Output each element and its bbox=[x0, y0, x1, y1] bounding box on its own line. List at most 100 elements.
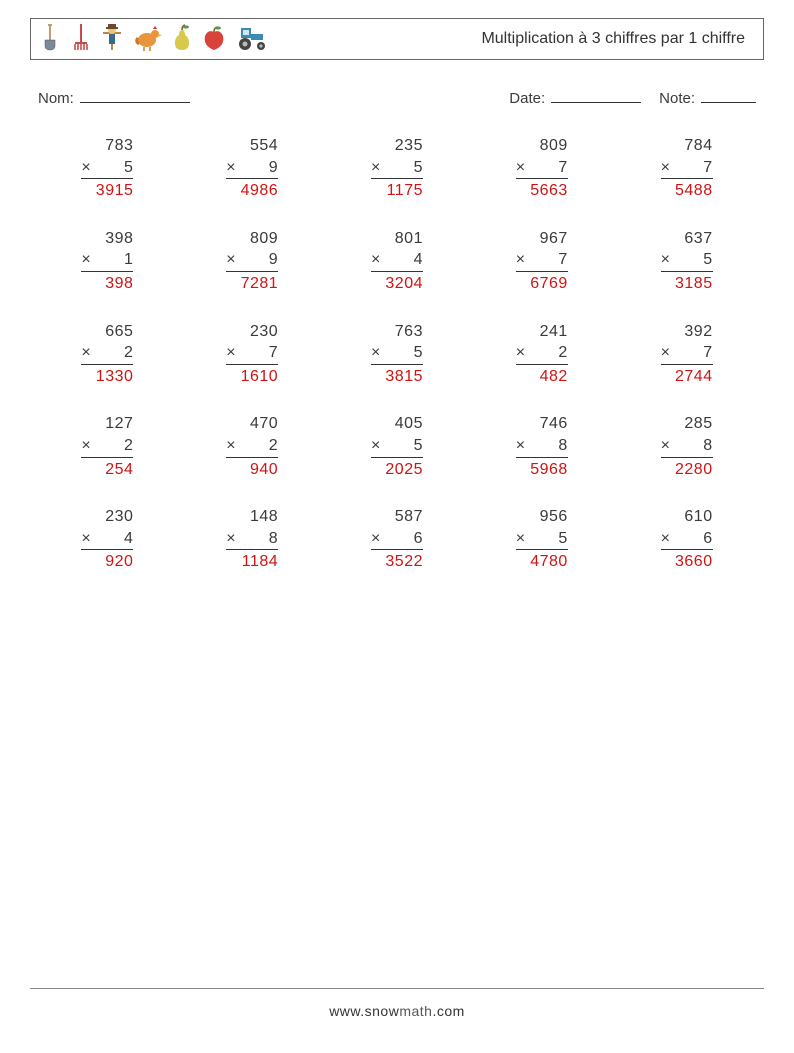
problem: 801×43204 bbox=[330, 228, 465, 295]
multiplier: 6 bbox=[414, 528, 423, 550]
times-sign: × bbox=[371, 342, 380, 364]
multiplicand: 148 bbox=[226, 506, 278, 528]
multiplier: 7 bbox=[703, 157, 712, 179]
multiplier: 4 bbox=[124, 528, 133, 550]
times-sign: × bbox=[226, 435, 235, 457]
worksheet-page: Multiplication à 3 chiffres par 1 chiffr… bbox=[0, 0, 794, 1053]
answer: 3522 bbox=[371, 550, 423, 573]
footer-divider bbox=[30, 988, 764, 989]
name-field: Nom: bbox=[38, 88, 190, 107]
multiplicand: 230 bbox=[81, 506, 133, 528]
problem: 392×72744 bbox=[619, 321, 754, 388]
answer: 4780 bbox=[516, 550, 568, 573]
problem: 230×71610 bbox=[185, 321, 320, 388]
answer: 254 bbox=[81, 458, 133, 481]
note-blank[interactable] bbox=[701, 88, 756, 103]
multiplier-row: ×9 bbox=[226, 249, 278, 272]
times-sign: × bbox=[516, 157, 525, 179]
times-sign: × bbox=[371, 435, 380, 457]
times-sign: × bbox=[81, 435, 90, 457]
multiplier-row: ×6 bbox=[371, 528, 423, 551]
times-sign: × bbox=[81, 249, 90, 271]
multiplier-row: ×2 bbox=[81, 342, 133, 365]
answer: 6769 bbox=[516, 272, 568, 295]
multiplier-row: ×8 bbox=[516, 435, 568, 458]
times-sign: × bbox=[661, 435, 670, 457]
problem: 148×81184 bbox=[185, 506, 320, 573]
multiplier: 4 bbox=[414, 249, 423, 271]
answer: 3815 bbox=[371, 365, 423, 388]
answer: 5663 bbox=[516, 179, 568, 202]
multiplicand: 398 bbox=[81, 228, 133, 250]
multiplicand: 637 bbox=[661, 228, 713, 250]
multiplier-row: ×2 bbox=[516, 342, 568, 365]
answer: 920 bbox=[81, 550, 133, 573]
multiplicand: 665 bbox=[81, 321, 133, 343]
problem: 665×21330 bbox=[40, 321, 175, 388]
multiplicand: 392 bbox=[661, 321, 713, 343]
multiplier: 6 bbox=[703, 528, 712, 550]
answer: 4986 bbox=[226, 179, 278, 202]
problem: 637×53185 bbox=[619, 228, 754, 295]
times-sign: × bbox=[661, 528, 670, 550]
times-sign: × bbox=[226, 528, 235, 550]
problem: 405×52025 bbox=[330, 413, 465, 480]
answer: 1330 bbox=[81, 365, 133, 388]
multiplicand: 809 bbox=[516, 135, 568, 157]
multiplier: 5 bbox=[414, 157, 423, 179]
footer-suffix: .com bbox=[432, 1003, 464, 1019]
multiplicand: 470 bbox=[226, 413, 278, 435]
multiplier: 7 bbox=[703, 342, 712, 364]
multiplier-row: ×5 bbox=[81, 157, 133, 180]
multiplicand: 230 bbox=[226, 321, 278, 343]
footer-brand2: math bbox=[399, 1003, 432, 1019]
multiplier-row: ×4 bbox=[371, 249, 423, 272]
problem: 127×2254 bbox=[40, 413, 175, 480]
multiplicand: 587 bbox=[371, 506, 423, 528]
problem: 809×75663 bbox=[474, 135, 609, 202]
multiplier: 7 bbox=[558, 157, 567, 179]
multiplier-row: ×6 bbox=[661, 528, 713, 551]
problem: 783×53915 bbox=[40, 135, 175, 202]
multiplier-row: ×5 bbox=[371, 435, 423, 458]
header-box: Multiplication à 3 chiffres par 1 chiffr… bbox=[30, 18, 764, 60]
answer: 3204 bbox=[371, 272, 423, 295]
times-sign: × bbox=[81, 342, 90, 364]
problems-grid: 783×53915554×94986235×51175809×75663784×… bbox=[30, 135, 764, 573]
hen-icon bbox=[133, 22, 163, 56]
answer: 5968 bbox=[516, 458, 568, 481]
multiplier-row: ×7 bbox=[516, 249, 568, 272]
answer: 2025 bbox=[371, 458, 423, 481]
times-sign: × bbox=[661, 342, 670, 364]
multiplier: 2 bbox=[558, 342, 567, 364]
footer-text: www.snowmath.com bbox=[0, 1003, 794, 1019]
answer: 482 bbox=[516, 365, 568, 388]
times-sign: × bbox=[516, 342, 525, 364]
problem: 470×2940 bbox=[185, 413, 320, 480]
multiplier: 9 bbox=[269, 249, 278, 271]
problem: 230× 4920 bbox=[40, 506, 175, 573]
problem: 554×94986 bbox=[185, 135, 320, 202]
times-sign: × bbox=[226, 157, 235, 179]
multiplicand: 809 bbox=[226, 228, 278, 250]
times-sign: × bbox=[81, 528, 90, 550]
date-blank[interactable] bbox=[551, 88, 641, 103]
problem: 967×76769 bbox=[474, 228, 609, 295]
multiplier: 5 bbox=[703, 249, 712, 271]
problem: 285×82280 bbox=[619, 413, 754, 480]
multiplier: 2 bbox=[124, 435, 133, 457]
name-blank[interactable] bbox=[80, 88, 190, 103]
tractor-icon bbox=[235, 22, 269, 56]
multiplier-row: ×7 bbox=[516, 157, 568, 180]
multiplier-row: ×2 bbox=[226, 435, 278, 458]
times-sign: × bbox=[226, 249, 235, 271]
multiplier-row: ×8 bbox=[226, 528, 278, 551]
multiplier-row: ×7 bbox=[661, 157, 713, 180]
times-sign: × bbox=[371, 249, 380, 271]
multiplier: 9 bbox=[269, 157, 278, 179]
multiplier: 8 bbox=[558, 435, 567, 457]
problem: 746×85968 bbox=[474, 413, 609, 480]
problem: 956×54780 bbox=[474, 506, 609, 573]
footer-prefix: www. bbox=[329, 1003, 364, 1019]
problem: 763×53815 bbox=[330, 321, 465, 388]
